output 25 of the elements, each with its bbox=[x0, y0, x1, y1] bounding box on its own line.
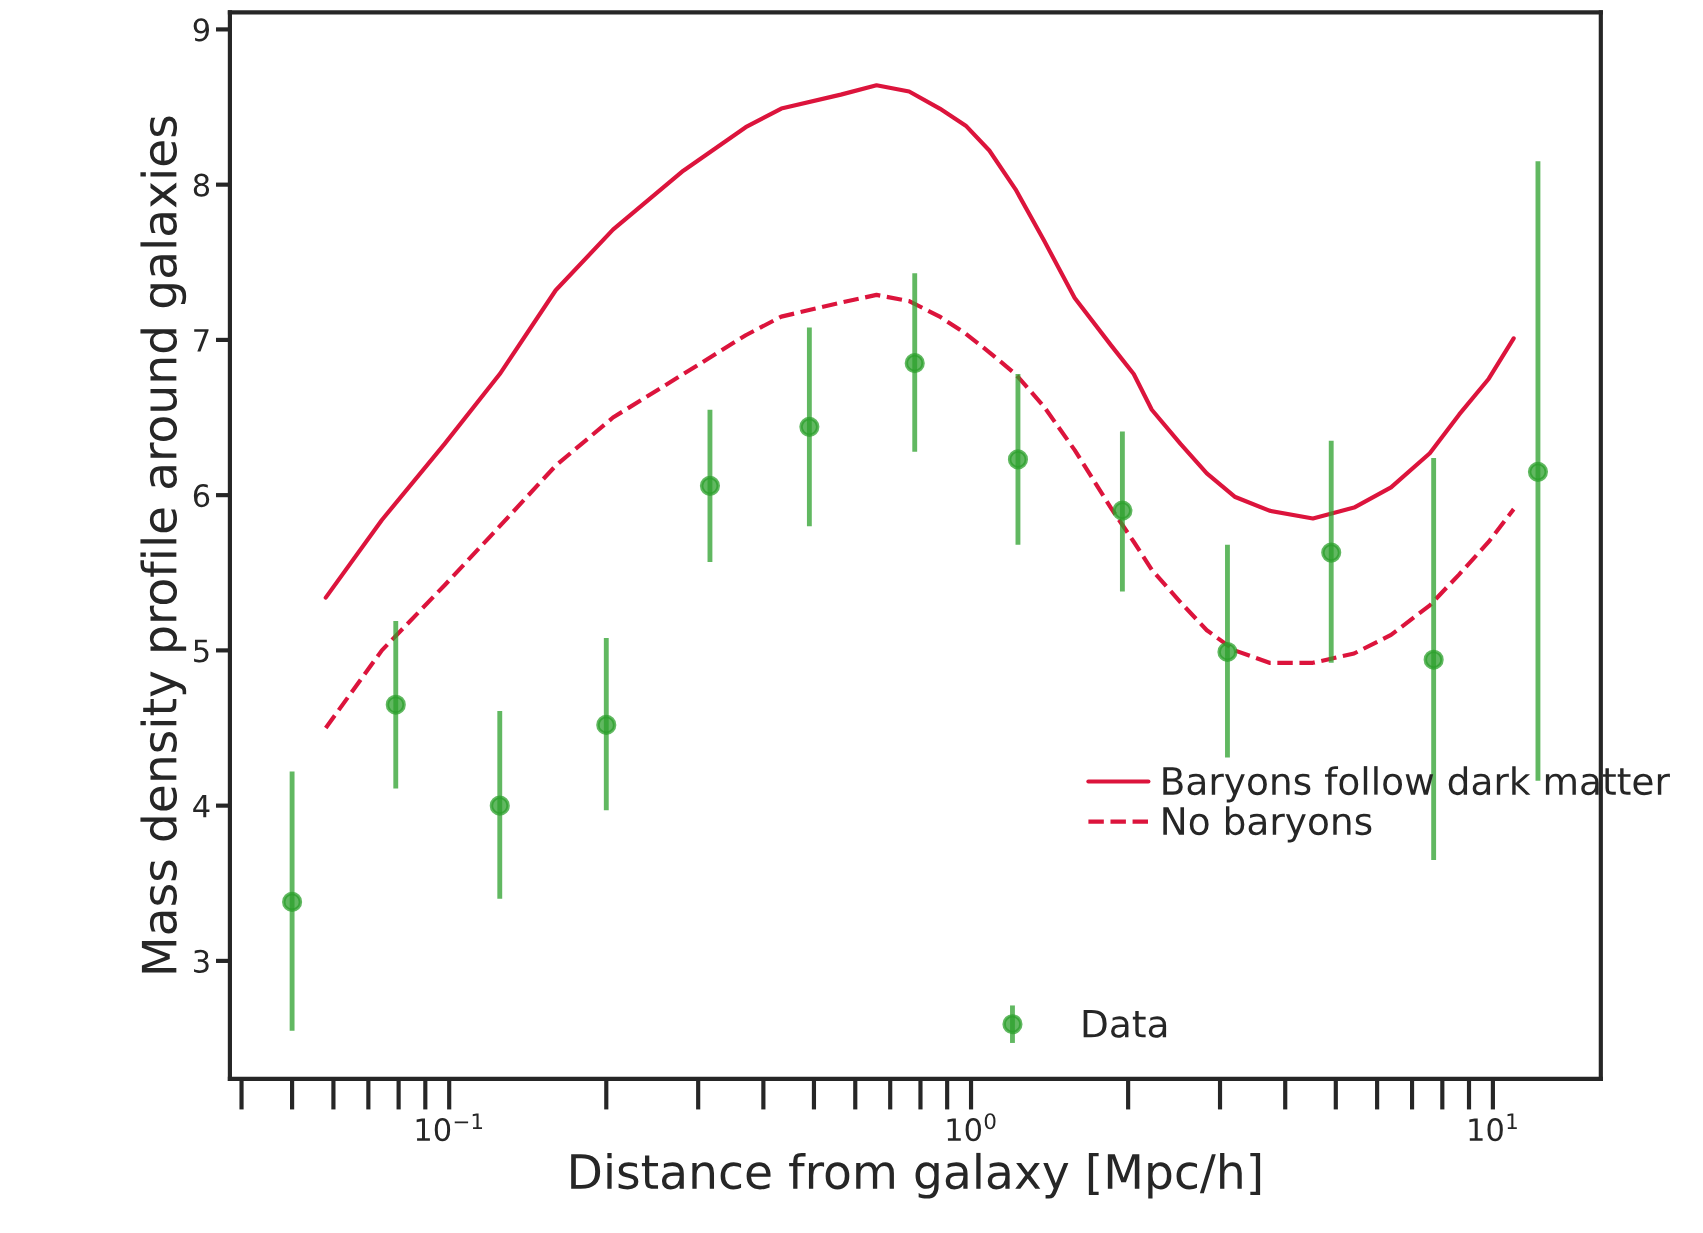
y-tick-label: 5 bbox=[194, 639, 209, 663]
point bbox=[1423, 649, 1444, 670]
point bbox=[1112, 500, 1133, 521]
y-tick-label: 6 bbox=[193, 484, 210, 508]
y-tick-label: 9 bbox=[193, 18, 210, 42]
point bbox=[1321, 542, 1342, 563]
y-tick-label: 3 bbox=[194, 949, 209, 973]
point bbox=[282, 891, 303, 912]
point bbox=[1217, 641, 1238, 663]
point bbox=[385, 694, 406, 715]
point bbox=[799, 416, 820, 437]
y-tick-label: 4 bbox=[193, 794, 210, 818]
point bbox=[1007, 449, 1029, 470]
y-tick-label: 7 bbox=[194, 329, 209, 352]
point bbox=[489, 795, 510, 816]
x-axis-title: Distance from galaxy [Mpc/h] bbox=[571, 1152, 1261, 1199]
y-tick-label: 8 bbox=[193, 173, 210, 197]
legend-label: No baryons bbox=[1163, 806, 1372, 843]
x-tick-label: 10$^{−1}$ bbox=[416, 1113, 483, 1142]
legend-label: Data bbox=[1083, 1009, 1167, 1038]
point bbox=[904, 353, 925, 374]
point bbox=[1527, 461, 1549, 482]
y-axis-title: Mass density profile around galaxies bbox=[140, 116, 187, 973]
x-tick-label: 10$^{1}$ bbox=[1469, 1113, 1517, 1142]
x-tick-label: 10$^{0}$ bbox=[947, 1113, 996, 1142]
